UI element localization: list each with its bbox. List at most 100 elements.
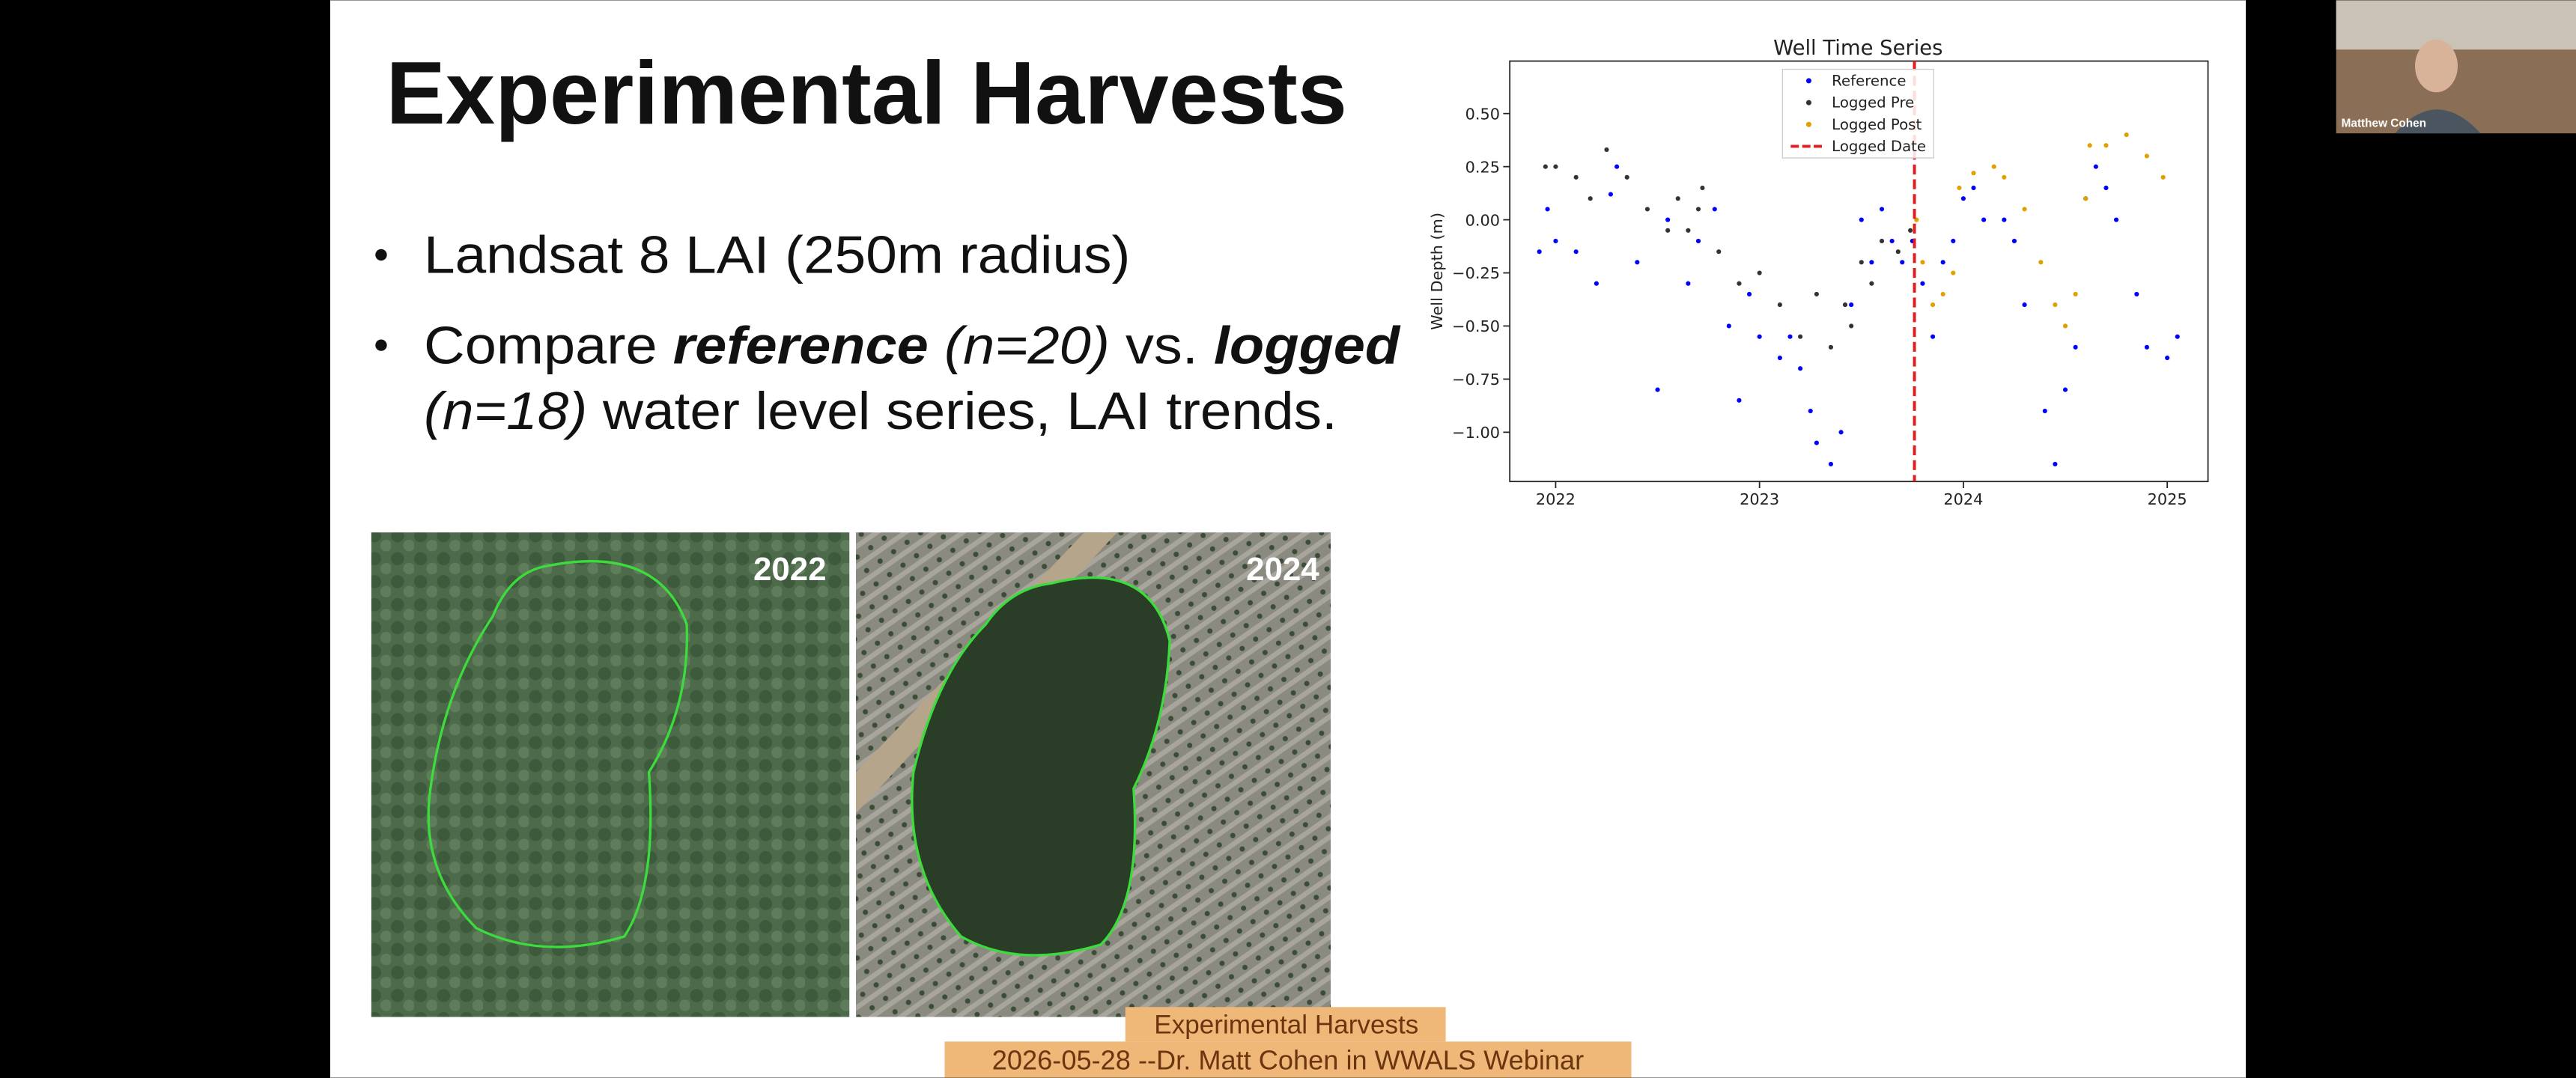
x-tick-label: 2022 <box>1536 490 1576 508</box>
data-point <box>2134 291 2139 296</box>
bullet-text: Landsat 8 LAI (250m radius) <box>424 225 1130 284</box>
data-point <box>1757 270 1762 275</box>
bullet-dot <box>375 249 387 261</box>
data-point <box>1879 207 1885 212</box>
data-point <box>1971 185 1976 191</box>
y-axis-label: Well Depth (m) <box>1428 213 1446 330</box>
data-point <box>2062 323 2068 329</box>
data-point <box>1951 238 1956 244</box>
data-point <box>1553 164 1558 169</box>
text-run: vs. <box>1110 315 1214 374</box>
data-point <box>1889 238 1895 244</box>
data-point <box>2073 344 2078 350</box>
image <box>371 532 850 1017</box>
text-run: (n=18) <box>424 381 587 440</box>
data-point <box>1777 302 1782 308</box>
x-tick-label: 2024 <box>1943 490 1983 508</box>
data-point <box>1798 334 1803 339</box>
data-point <box>2053 461 2058 467</box>
data-point <box>1644 207 1650 212</box>
video-face <box>2415 40 2458 93</box>
data-point <box>2165 355 2170 361</box>
data-point <box>2053 302 2058 308</box>
y-tick-label: 0.50 <box>1465 105 1500 123</box>
x-tick-label: 2025 <box>2148 490 2187 508</box>
caption: Experimental Harvests <box>1154 1010 1418 1039</box>
data-point <box>1665 228 1671 233</box>
data-point <box>1635 260 1640 265</box>
data-point <box>2002 174 2007 180</box>
y-tick-label: −1.00 <box>1452 424 1500 442</box>
data-point <box>1537 249 1542 255</box>
data-point <box>2175 334 2180 339</box>
legend-marker <box>1805 100 1811 106</box>
data-point <box>2093 164 2098 169</box>
y-tick-label: −0.50 <box>1452 317 1500 335</box>
data-point <box>2011 238 2017 244</box>
data-point <box>1828 461 1834 467</box>
data-point <box>1842 302 1848 308</box>
aerial-image-2024: 2024 <box>856 532 1331 1017</box>
legend-marker <box>1805 121 1811 127</box>
bullet-dot <box>375 339 387 351</box>
participant-video[interactable]: Matthew Cohen <box>2336 0 2576 134</box>
data-point <box>2087 143 2092 148</box>
data-point <box>1712 207 1717 212</box>
data-point <box>1971 171 1976 176</box>
data-point <box>1930 302 1936 308</box>
data-point <box>1655 387 1660 392</box>
data-point <box>1940 260 1945 265</box>
slide-title: Experimental Harvests <box>386 44 1347 143</box>
data-point <box>1726 323 1731 329</box>
data-point <box>2022 207 2027 212</box>
data-point <box>1686 228 1691 233</box>
legend-label: Reference <box>1832 72 1906 89</box>
legend-label: Logged Date <box>1832 138 1926 155</box>
data-point <box>1981 217 1987 222</box>
legend-box <box>1781 68 1934 159</box>
text-run: logged <box>1214 315 1402 374</box>
data-point <box>1951 270 1956 275</box>
data-point <box>1940 291 1945 296</box>
data-point <box>2083 196 2089 201</box>
data-point <box>1700 185 1705 191</box>
legend: Reference Logged Pre Logged Post Logged Dat… <box>1781 68 1934 159</box>
y-tick-label: 0.00 <box>1465 211 1500 229</box>
aerial-image-2022: 2022 <box>371 532 850 1017</box>
data-point <box>1828 344 1834 350</box>
legend-marker <box>1805 78 1811 84</box>
outline <box>427 560 689 948</box>
data-point <box>1787 334 1793 339</box>
data-point <box>1920 281 1925 286</box>
data-point <box>1849 302 1854 308</box>
bullet-text: (n=18) water level series, LAI trends. <box>424 381 1337 440</box>
data-point <box>1908 228 1913 233</box>
data-point <box>1838 430 1844 435</box>
outline <box>911 576 1171 957</box>
data-point <box>1879 238 1885 244</box>
text-run: reference <box>673 315 929 374</box>
data-point <box>1686 281 1691 286</box>
participant-name: Matthew Cohen <box>2342 117 2426 130</box>
data-point <box>1849 323 1854 329</box>
text-run: Compare <box>424 315 673 374</box>
data-point <box>1859 260 1864 265</box>
data-point <box>2144 344 2149 350</box>
x-tick-label: 2023 <box>1740 490 1779 508</box>
data-point <box>1675 196 1680 201</box>
data-point <box>2113 217 2119 222</box>
data-point <box>1604 147 1609 152</box>
data-point <box>1573 174 1579 180</box>
data-point <box>1895 249 1901 255</box>
data-point <box>1737 281 1742 286</box>
data-point <box>1900 260 1905 265</box>
data-point <box>1695 238 1701 244</box>
chart: Well Time Series Well Depth (m) 0.50 0.25… <box>1428 37 2209 508</box>
data-point <box>1930 334 1936 339</box>
data-point <box>2103 143 2109 148</box>
data-point <box>1716 249 1722 255</box>
y-tick-label: −0.25 <box>1452 264 1500 282</box>
data-point <box>1777 355 1782 361</box>
data-point <box>1814 291 1819 296</box>
